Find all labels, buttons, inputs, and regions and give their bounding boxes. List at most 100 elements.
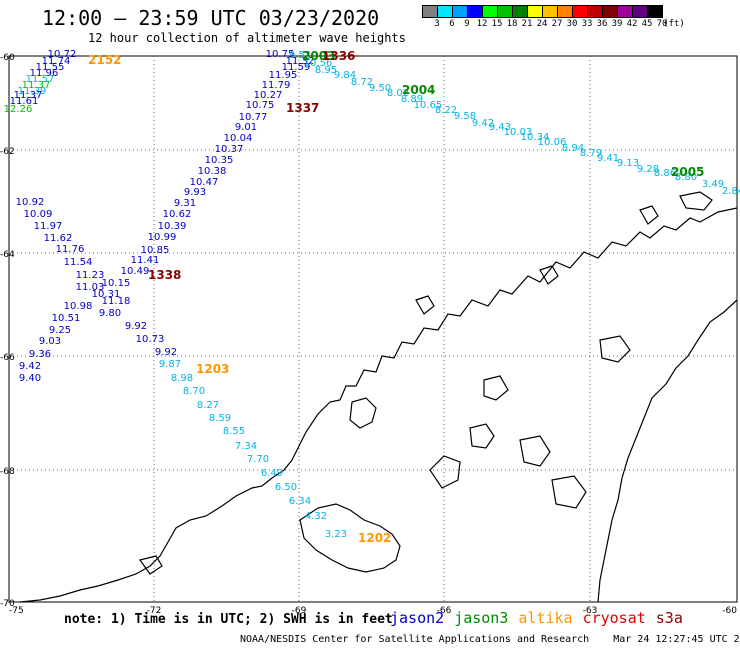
wave-height-label: 9.31: [174, 198, 196, 209]
alexander-island: [299, 503, 401, 573]
wave-height-label: 10.92: [16, 197, 45, 208]
wave-height-label: 11.79: [262, 80, 291, 91]
wave-height-label: 10.37: [215, 144, 244, 155]
bottom-track: 9.87 8.98 8.70 8.27 8.59 8.55 7.34 7.70 6.49 6.50…: [159, 359, 347, 540]
satellite-name: jason3: [454, 609, 509, 627]
wave-height-label: 7.70: [247, 454, 269, 465]
legend-bin-label: 24: [536, 19, 548, 29]
wave-height-label: 10.56: [304, 58, 333, 69]
wave-height-label: 8.59: [209, 413, 231, 424]
pass-time-label: 1336: [322, 49, 355, 63]
island-c: [519, 435, 551, 467]
island-e: [599, 335, 631, 363]
wave-height-label: 9.13: [617, 158, 639, 169]
peninsula-coast-north: [329, 207, 738, 403]
pass-time-label: 2152: [88, 53, 121, 67]
wave-height-label: 11.95: [269, 70, 298, 81]
satellite-name: jason2: [390, 609, 445, 627]
wave-height-label: 9.50: [369, 83, 391, 94]
wave-height-label: 10.39: [158, 221, 187, 232]
wave-height-label: 11.76: [56, 244, 85, 255]
wave-height-label: 10.49: [121, 266, 150, 277]
wave-height-label: 9.93: [184, 187, 206, 198]
island-g: [679, 191, 713, 211]
wave-height-label: 9.36: [29, 349, 51, 360]
island-i: [539, 265, 559, 285]
pass-time-label: 1338: [148, 268, 181, 282]
wave-height-label: 10.09: [24, 209, 53, 220]
legend-labels: 3 6 9 12 15 18 21 24 27 30 33 36 39 42 45 70 (ft): [422, 18, 685, 30]
wave-height-label: 12.26: [4, 104, 33, 115]
island-f: [639, 205, 659, 225]
wave-height-label: 6.50: [275, 482, 297, 493]
wave-height-label: 9.80: [99, 308, 121, 319]
legend-bin-label: 15: [491, 19, 503, 29]
footnote: note: 1) Time is in UTC; 2) SWH is in fe…: [64, 612, 393, 627]
wave-height-label: 9.43: [489, 122, 511, 133]
top-right-track: 9.5210.568.959.848.729.508.028.8910.658.…: [289, 50, 740, 197]
footer-credit: NOAA/NESDIS Center for Satellite Applica…: [240, 634, 740, 645]
wave-height-label: 10.65: [414, 100, 443, 111]
legend-swatches: [422, 5, 663, 18]
satellite-legend: jason2 jason3 altika cryosat s3a: [390, 609, 693, 627]
wave-height-label: 9.84: [334, 70, 356, 81]
wave-height-tracks: 10.7211.7411.5511.9611.5711.3711.3911.37…: [4, 49, 740, 540]
page-subtitle: 12 hour collection of altimeter wave hei…: [88, 31, 406, 45]
wave-height-label: 10.35: [205, 155, 234, 166]
wave-height-label: 11.39: [18, 86, 47, 97]
wave-height-label: 8.02: [387, 88, 409, 99]
wave-height-label: 11.18: [102, 296, 131, 307]
wave-height-label: 8.55: [223, 426, 245, 437]
wave-height-label: 10.85: [141, 245, 170, 256]
wave-height-label: 8.79: [580, 148, 602, 159]
pass-time-label: 1337: [286, 101, 319, 115]
legend-bin-label: 42: [626, 19, 638, 29]
wave-height-label: 10.38: [198, 166, 227, 177]
lat-tick-label: -62: [0, 147, 15, 157]
wave-height-label: 9.28: [637, 164, 659, 175]
legend-bin-label: 27: [551, 19, 563, 29]
wave-height-label: 11.03: [76, 282, 105, 293]
wave-height-label: 11.23: [76, 270, 105, 281]
wave-height-label: 10.31: [92, 289, 121, 300]
wave-height-label: 10.34: [521, 132, 550, 143]
wave-height-label: 7.34: [235, 441, 257, 452]
wave-height-label: 6.49: [261, 468, 283, 479]
wave-height-label: 11.59: [282, 62, 311, 73]
lon-tick-label: -75: [9, 606, 24, 616]
gridlines: [9, 56, 737, 602]
wave-height-label: 8.72: [351, 77, 373, 88]
wave-height-label: 10.75: [266, 49, 295, 60]
legend-unit: (ft): [663, 19, 685, 29]
color-legend: 3 6 9 12 15 18 21 24 27 30 33 36 39 42 45 70 (ft): [422, 5, 685, 30]
wave-height-label: 9.25: [49, 325, 71, 336]
wave-height-label: 11.37: [22, 80, 51, 91]
wave-height-label: 10.77: [239, 112, 268, 123]
satellite-name: cryosat: [582, 609, 646, 627]
credit-text: NOAA/NESDIS Center for Satellite Applica…: [240, 634, 590, 645]
wave-height-label: 9.41: [597, 153, 619, 164]
wave-height-label: 9.58: [454, 111, 476, 122]
wave-height-label: 10.04: [224, 133, 253, 144]
pass-time-label: 1203: [196, 362, 229, 376]
lat-tick-label: -68: [0, 467, 15, 477]
wave-height-label: 9.87: [159, 359, 181, 370]
wave-height-label: 8.89: [401, 94, 423, 105]
legend-bin-label: 30: [566, 19, 578, 29]
wave-height-label: 11.32: [286, 56, 315, 67]
page-title: 12:00 — 23:59 UTC 03/23/2020: [42, 6, 380, 30]
wave-height-label: 8.95: [315, 65, 337, 76]
legend-bin-label: 36: [596, 19, 608, 29]
pass-time-label: 2004: [402, 83, 435, 97]
wave-height-label: 8.80: [675, 172, 697, 183]
wave-height-label: 10.98: [64, 301, 93, 312]
wave-height-label: 8.98: [171, 373, 193, 384]
wave-height-label: 10.73: [136, 334, 165, 345]
lat-tick-label: -66: [0, 353, 15, 363]
wave-height-label: 10.62: [163, 209, 192, 220]
wave-height-label: 11.54: [64, 257, 93, 268]
legend-bin-label: 9: [464, 19, 470, 29]
wave-height-label: 10.72: [48, 49, 77, 60]
